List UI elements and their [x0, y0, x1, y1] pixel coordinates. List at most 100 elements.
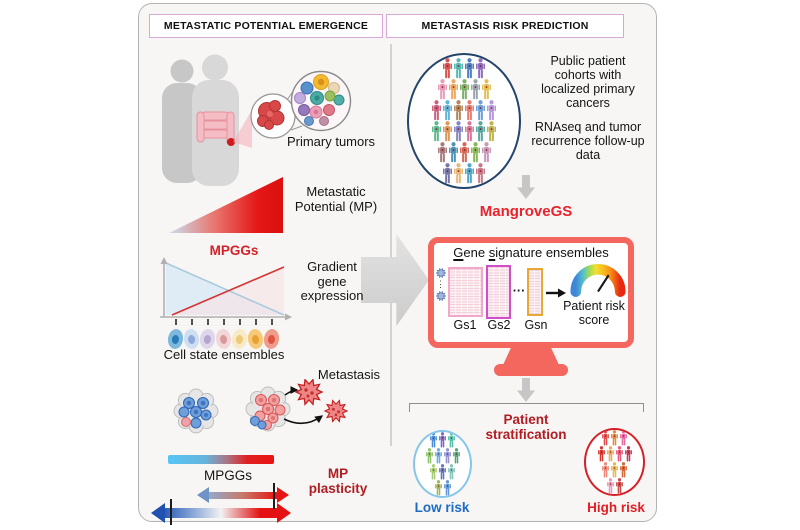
person-icon: [620, 462, 627, 478]
risk-gauge-icon: [570, 264, 626, 297]
tumor-cell-population-icon: [294, 74, 345, 126]
metastatic-cell-icon: [323, 399, 349, 423]
person-icon: [431, 100, 442, 121]
mp-plasticity-label: MP plasticity: [308, 466, 368, 497]
person-icon: [597, 446, 605, 462]
person-icon: [475, 100, 486, 121]
person-icon: [624, 446, 633, 462]
person-icon: [487, 121, 496, 142]
metastasis-label: Metastasis: [317, 367, 381, 382]
person-icon: [442, 58, 453, 79]
person-icon: [434, 480, 442, 496]
person-icon: [481, 79, 492, 100]
person-icon: [454, 58, 463, 79]
ellipsis-dots: ···: [512, 284, 526, 298]
person-icon: [443, 100, 452, 121]
person-icon: [475, 121, 486, 142]
mp-shift-arrow-small-icon: [197, 487, 289, 503]
gs2-heatmap: [486, 265, 511, 319]
y-axis-arrow-icon: [160, 257, 168, 264]
cohort-line2: RNAseq and tumor recurrence follow-up da…: [531, 120, 645, 162]
person-icon: [452, 448, 461, 464]
person-icon: [464, 58, 475, 79]
metastatic-cell-icon: [294, 379, 324, 406]
person-icon: [470, 79, 480, 100]
monitor-stand-base: [494, 364, 568, 376]
primary-tumors-label: Primary tumors: [286, 134, 376, 149]
gauge-needle: [597, 274, 610, 293]
person-icon: [459, 142, 470, 163]
person-icon: [602, 462, 609, 478]
person-icon: [447, 432, 456, 448]
mpggs-top-label: MPGGs: [209, 243, 259, 258]
person-icon: [430, 464, 437, 480]
mp-shift-arrow-large-icon: [151, 503, 291, 523]
person-icon: [476, 58, 485, 79]
person-icon: [610, 430, 619, 446]
cell-states-label: Cell state ensembles: [163, 347, 285, 362]
person-icon: [453, 100, 464, 121]
person-icon: [447, 464, 456, 480]
person-icon: [443, 448, 451, 464]
person-icon: [459, 79, 469, 100]
range-tick-left: [170, 499, 172, 525]
low-mp-cluster-icon: [173, 388, 219, 434]
zoom-beam: [233, 110, 252, 148]
panel-divider: [390, 44, 392, 446]
gene-signature-title: Gene signature ensembles: [453, 245, 609, 260]
person-icon: [454, 121, 463, 142]
person-icon: [597, 446, 606, 462]
gs1-label: Gs1: [453, 318, 477, 332]
person-icon: [442, 100, 453, 121]
right-panel-header: METASTASIS RISK PREDICTION: [386, 14, 624, 38]
cell-state-ensemble-row: [166, 328, 281, 350]
person-icon: [615, 478, 624, 494]
mpggs-bottom-label: MPGGs: [203, 468, 252, 483]
person-icon: [476, 100, 485, 121]
cohort-description: Public patient cohorts with localized pr…: [529, 54, 647, 162]
vertical-dots: ⋮: [436, 279, 445, 289]
cohort-line1: Public patient cohorts with localized pr…: [541, 54, 635, 110]
patient-cohort-circle: [407, 53, 521, 189]
patient-stratification-label: Patient stratification: [485, 412, 567, 443]
person-icon: [481, 142, 492, 163]
person-icon: [611, 430, 618, 446]
stratification-bracket: [409, 403, 644, 412]
person-icon: [431, 121, 442, 142]
person-icon: [606, 478, 615, 494]
person-icon: [615, 446, 623, 462]
person-icon: [438, 464, 447, 480]
tumor-clusters-graphic: [173, 379, 349, 434]
person-icon: [487, 100, 496, 121]
person-icon: [448, 142, 459, 163]
person-icon: [470, 142, 480, 163]
person-icon: [430, 432, 437, 448]
person-icon: [475, 163, 486, 184]
person-icon: [453, 58, 464, 79]
mini-cell-icon: [435, 268, 446, 278]
person-icon: [481, 79, 491, 100]
person-icon: [434, 448, 443, 464]
person-icon: [453, 121, 464, 142]
high-risk-circle: [584, 428, 645, 496]
metastatic-potential-label: Metastatic Potential (MP): [294, 184, 378, 214]
person-icon: [438, 432, 447, 448]
mpggs-gradient-bar: [168, 455, 274, 464]
person-icon: [615, 478, 623, 494]
flow-arrow-down-icon: [517, 378, 535, 402]
person-icon: [425, 448, 434, 464]
person-icon: [453, 163, 464, 184]
flow-arrow-down-icon: [517, 175, 535, 199]
person-icon: [448, 79, 458, 100]
person-icon: [448, 464, 455, 480]
person-icon: [434, 480, 443, 496]
person-icon: [602, 430, 609, 446]
gs1-heatmap: [448, 267, 483, 317]
person-icon: [601, 430, 610, 446]
low-risk-circle: [413, 430, 472, 498]
person-icon: [475, 58, 486, 79]
person-icon: [486, 100, 497, 121]
person-icon: [464, 121, 475, 142]
person-icon: [437, 79, 448, 100]
